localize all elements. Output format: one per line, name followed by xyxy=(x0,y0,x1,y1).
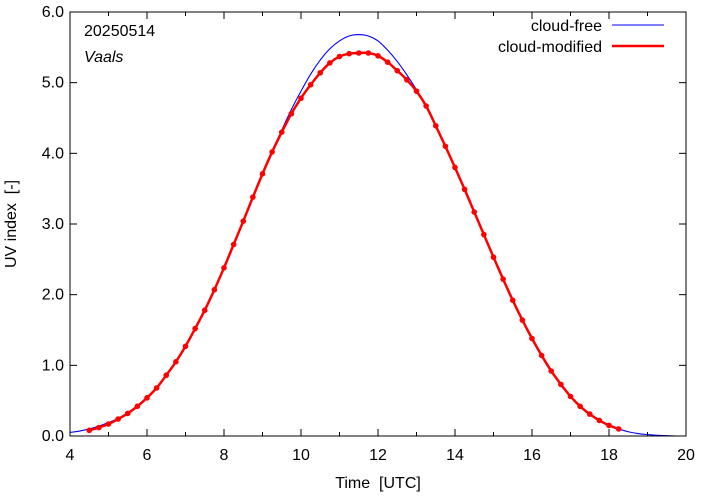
series-layer xyxy=(70,34,677,436)
data-point-cloud-modified xyxy=(163,372,170,379)
data-point-cloud-modified xyxy=(423,103,429,109)
y-tick-label: 3.0 xyxy=(42,216,64,233)
data-point-cloud-modified xyxy=(509,297,516,304)
y-tick-label: 5.0 xyxy=(42,75,64,92)
data-point-cloud-modified xyxy=(259,171,266,177)
data-point-cloud-modified xyxy=(567,393,574,400)
legend-label-cloud-modified: cloud-modified xyxy=(498,39,602,56)
data-point-cloud-modified xyxy=(134,403,141,410)
y-tick-label: 6.0 xyxy=(42,4,64,21)
x-axis-label: Time [UTC] xyxy=(335,475,421,492)
y-tick-label: 0.0 xyxy=(42,428,64,445)
data-point-cloud-modified xyxy=(144,395,150,401)
x-tick-labels: 4 6 8 10 12 14 16 18 20 xyxy=(66,447,695,464)
data-point-cloud-modified xyxy=(298,95,304,102)
plot-frame xyxy=(69,11,687,437)
data-point-cloud-modified xyxy=(596,417,603,424)
location-label: Vaals xyxy=(84,49,123,66)
data-point-cloud-modified xyxy=(86,427,93,434)
x-tick-label: 20 xyxy=(677,447,695,464)
data-point-cloud-modified xyxy=(461,186,468,193)
legend: cloud-free cloud-modified xyxy=(498,18,664,56)
data-point-cloud-modified xyxy=(336,53,343,60)
x-tick-label: 6 xyxy=(143,447,152,464)
y-tick-labels: 0.0 1.0 2.0 3.0 4.0 5.0 6.0 xyxy=(42,4,64,445)
y-axis-label: UV index [-] xyxy=(3,180,20,268)
data-point-cloud-modified xyxy=(606,422,612,429)
data-point-cloud-modified xyxy=(230,241,237,248)
data-point-cloud-modified xyxy=(577,403,583,410)
data-point-cloud-modified xyxy=(250,194,256,200)
data-point-cloud-modified xyxy=(432,122,439,129)
data-point-cloud-modified xyxy=(375,53,381,59)
y-tick-label: 4.0 xyxy=(42,145,64,162)
data-point-cloud-modified xyxy=(586,411,593,417)
data-point-cloud-modified xyxy=(404,77,410,83)
data-point-cloud-modified xyxy=(452,164,458,171)
data-point-cloud-modified xyxy=(529,335,535,342)
data-point-cloud-modified xyxy=(481,231,487,238)
data-point-cloud-modified xyxy=(192,325,198,332)
data-point-cloud-modified xyxy=(96,424,102,431)
data-point-cloud-modified xyxy=(327,60,333,66)
data-point-cloud-modified xyxy=(442,143,449,150)
ticks-layer xyxy=(69,11,687,437)
legend-label-cloud-free: cloud-free xyxy=(531,18,602,35)
x-tick-label: 4 xyxy=(66,447,75,464)
x-tick-label: 18 xyxy=(600,447,618,464)
data-point-cloud-modified xyxy=(413,88,420,94)
data-point-cloud-modified xyxy=(615,426,622,432)
data-point-cloud-modified xyxy=(346,50,352,57)
data-point-cloud-modified xyxy=(182,343,189,350)
data-point-cloud-modified xyxy=(471,209,478,215)
data-point-cloud-modified xyxy=(240,218,247,224)
data-point-cloud-modified xyxy=(365,50,372,56)
x-tick-label: 12 xyxy=(369,447,387,464)
data-point-cloud-modified xyxy=(105,421,112,427)
data-point-cloud-modified xyxy=(317,69,324,76)
x-tick-label: 14 xyxy=(446,447,464,464)
data-point-cloud-modified xyxy=(384,59,391,65)
data-point-cloud-modified xyxy=(173,359,179,365)
data-point-cloud-modified xyxy=(519,317,526,323)
data-point-cloud-modified xyxy=(124,410,131,417)
data-point-cloud-modified xyxy=(211,286,218,293)
data-point-cloud-modified xyxy=(490,254,497,261)
series-line-cloud-free xyxy=(70,34,677,436)
series-line-cloud-modified xyxy=(88,51,620,432)
x-tick-label: 10 xyxy=(292,447,310,464)
data-point-cloud-modified xyxy=(288,110,295,117)
data-point-cloud-modified xyxy=(558,381,564,388)
x-tick-label: 16 xyxy=(523,447,541,464)
data-point-cloud-modified xyxy=(269,149,275,155)
data-point-cloud-modified xyxy=(115,416,121,422)
data-point-cloud-modified xyxy=(278,129,285,135)
data-point-cloud-modified xyxy=(538,352,545,359)
data-point-cloud-modified xyxy=(548,368,555,374)
data-point-cloud-modified xyxy=(221,265,227,271)
y-tick-label: 1.0 xyxy=(42,357,64,374)
y-tick-label: 2.0 xyxy=(42,287,64,304)
data-point-cloud-modified xyxy=(201,307,208,314)
data-point-cloud-modified xyxy=(355,50,362,56)
x-tick-label: 8 xyxy=(220,447,229,464)
data-point-cloud-modified xyxy=(500,276,506,282)
data-point-cloud-modified xyxy=(307,81,314,88)
date-label: 20250514 xyxy=(84,23,155,40)
data-point-cloud-modified xyxy=(394,67,401,74)
data-point-cloud-modified xyxy=(153,385,160,391)
